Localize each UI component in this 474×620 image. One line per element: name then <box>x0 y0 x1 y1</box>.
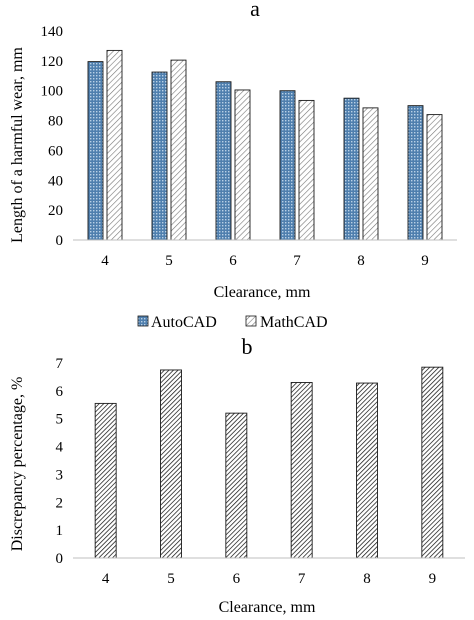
y-tick-label-a: 100 <box>41 84 64 100</box>
bar-b-value-7 <box>290 382 313 559</box>
y-tick-label-b: 0 <box>56 551 64 567</box>
y-tick-label-a: 140 <box>41 24 64 40</box>
legend-swatch-mathcad <box>245 315 257 327</box>
x-tick-label-b: 6 <box>233 571 241 587</box>
x-tick-label-a: 6 <box>229 253 237 269</box>
panel-label-a: a <box>250 0 260 21</box>
x-tick-label-b: 4 <box>102 571 110 587</box>
bar-a-autocad-4 <box>87 61 104 241</box>
y-tick-label-b: 4 <box>56 440 64 456</box>
y-tick-label-b: 1 <box>56 523 64 539</box>
bar-a-autocad-9 <box>407 105 424 241</box>
bar-b-value-8 <box>356 382 378 559</box>
bar-a-autocad-7 <box>279 90 296 241</box>
bar-a-mathcad-5 <box>170 59 187 241</box>
y-tick-label-b: 3 <box>56 467 64 483</box>
y-axis-title-a: Length of a harmful wear, mm <box>9 47 26 243</box>
y-tick-label-b: 6 <box>56 384 64 400</box>
y-axis-title-b: Discrepancy percentage, % <box>9 377 26 552</box>
x-tick-label-a: 8 <box>357 253 365 269</box>
x-tick-label-a: 7 <box>293 253 301 269</box>
bar-b-value-6 <box>225 412 248 559</box>
bar-b-value-5 <box>160 369 182 559</box>
x-tick-label-a: 4 <box>101 253 109 269</box>
bar-b-value-9 <box>421 366 444 559</box>
x-axis-title-b: Clearance, mm <box>219 599 316 616</box>
x-tick-label-b: 5 <box>167 571 175 587</box>
legend-label-autocad: AutoCAD <box>151 314 217 331</box>
y-tick-label-a: 40 <box>48 173 63 189</box>
y-tick-label-a: 20 <box>48 203 63 219</box>
bar-a-mathcad-6 <box>234 89 251 241</box>
panel-label-b: b <box>242 334 253 359</box>
x-tick-label-b: 9 <box>429 571 437 587</box>
x-axis-title-a: Clearance, mm <box>214 284 311 301</box>
legend: AutoCAD MathCAD <box>137 314 328 331</box>
bar-a-mathcad-9 <box>426 114 443 241</box>
legend-swatch-autocad <box>137 315 149 327</box>
bar-a-mathcad-4 <box>106 49 123 241</box>
y-tick-label-a: 60 <box>48 143 63 159</box>
y-tick-label-a: 0 <box>56 233 64 249</box>
x-tick-label-a: 5 <box>165 253 173 269</box>
bar-a-mathcad-8 <box>362 107 379 241</box>
chart-panel-b: b Discrepancy percentage, % 0 1 2 3 4 5 6 7 4 5 6… <box>9 334 465 616</box>
x-tick-label-b: 8 <box>363 571 371 587</box>
y-tick-label-b: 5 <box>56 412 64 428</box>
bar-a-autocad-8 <box>343 97 360 241</box>
y-tick-label-b: 7 <box>56 356 64 372</box>
bar-a-mathcad-7 <box>298 99 315 241</box>
bar-a-autocad-5 <box>151 71 168 241</box>
chart-panel-a: a Length of a harmful wear, mm 0 20 40 60 80… <box>9 0 457 331</box>
x-tick-label-a: 9 <box>421 253 429 269</box>
y-tick-label-a: 120 <box>41 54 64 70</box>
x-tick-label-b: 7 <box>298 571 306 587</box>
bar-b-value-4 <box>94 402 117 559</box>
y-tick-label-a: 80 <box>48 114 63 130</box>
y-tick-label-b: 2 <box>56 495 64 511</box>
legend-label-mathcad: MathCAD <box>260 314 328 331</box>
bar-a-autocad-6 <box>215 81 232 241</box>
